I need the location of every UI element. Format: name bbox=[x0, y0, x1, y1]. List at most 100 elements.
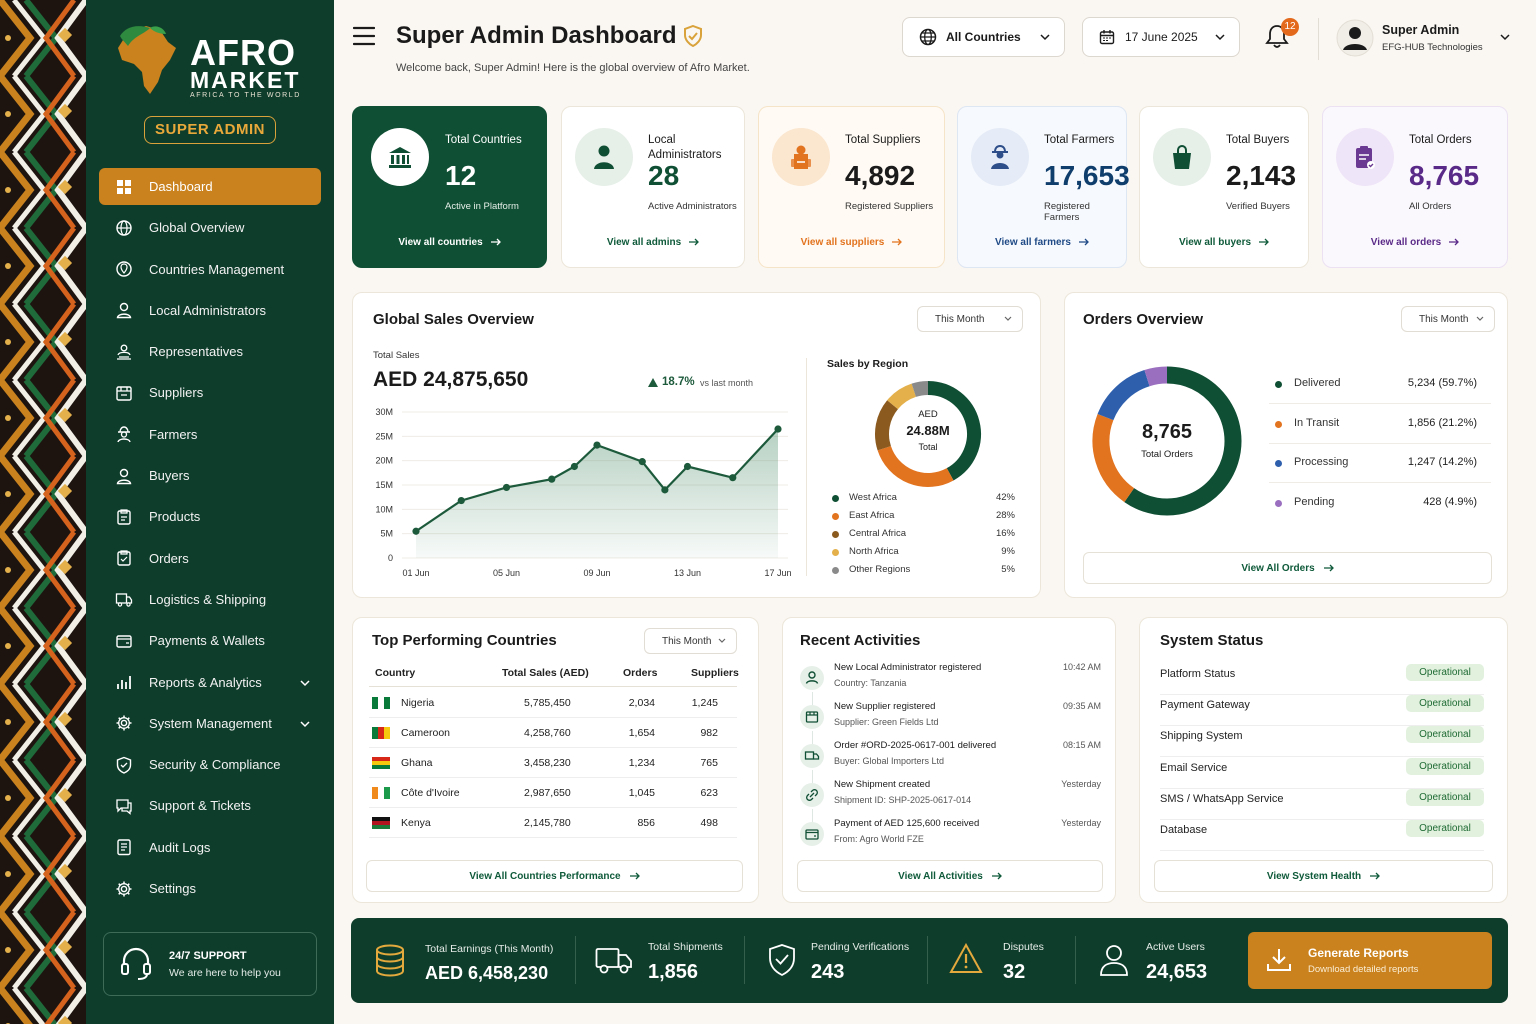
sidebar-item-local-administrators[interactable]: Local Administrators bbox=[99, 292, 321, 329]
donut-slice[interactable] bbox=[927, 381, 981, 481]
chat-icon bbox=[116, 799, 132, 815]
stat-link[interactable]: View all buyers bbox=[1140, 237, 1308, 248]
sidebar-item-global-overview[interactable]: Global Overview bbox=[99, 209, 321, 246]
stat-link[interactable]: View all countries bbox=[353, 237, 546, 248]
orders-legend-value: 1,247 (14.2%) bbox=[1407, 456, 1477, 468]
activity-item[interactable]: Payment of AED 125,600 received From: Agr… bbox=[797, 818, 1101, 857]
table-row[interactable]: Kenya 2,145,780 856 498 bbox=[369, 808, 737, 838]
stat-card-bank[interactable]: Total Countries 12 Active in Platform View … bbox=[352, 106, 547, 268]
activity-icon-circle bbox=[800, 666, 824, 690]
sidebar-item-security-and-compliance[interactable]: Security & Compliance bbox=[99, 746, 321, 783]
sidebar-item-farmers[interactable]: Farmers bbox=[99, 416, 321, 453]
date-picker[interactable]: 17 June 2025 bbox=[1082, 17, 1240, 57]
donut-slice[interactable] bbox=[1144, 366, 1168, 387]
sales-point[interactable] bbox=[593, 441, 601, 449]
flag-icon bbox=[372, 817, 390, 829]
donut-slice[interactable] bbox=[1124, 366, 1242, 516]
activity-item[interactable]: New Supplier registered Supplier: Green F… bbox=[797, 701, 1101, 744]
donut-slice[interactable] bbox=[877, 445, 954, 487]
total-sales-label: Total Sales bbox=[373, 350, 420, 361]
sales-point[interactable] bbox=[683, 462, 692, 471]
sidebar-item-payments-and-wallets[interactable]: Payments & Wallets bbox=[99, 622, 321, 659]
stat-link[interactable]: View all orders bbox=[1323, 237, 1507, 248]
user-name[interactable]: Super Admin bbox=[1382, 23, 1460, 37]
sidebar-item-dashboard[interactable]: Dashboard bbox=[99, 168, 321, 205]
table-row[interactable]: Nigeria 5,785,450 2,034 1,245 bbox=[369, 688, 737, 718]
activity-item[interactable]: Order #ORD-2025-0617-001 delivered Buyer:… bbox=[797, 740, 1101, 783]
sales-point[interactable] bbox=[638, 458, 646, 466]
donut-slice[interactable] bbox=[1097, 370, 1150, 421]
stat-card-shopping-bag[interactable]: Total Buyers 2,143 Verified Buyers View all… bbox=[1139, 106, 1309, 268]
view-countries-performance-button[interactable]: View All Countries Performance bbox=[366, 860, 743, 892]
sidebar-item-suppliers[interactable]: Suppliers bbox=[99, 374, 321, 411]
sidebar-item-representatives[interactable]: Representatives bbox=[99, 333, 321, 370]
arrow-right-icon bbox=[1259, 238, 1269, 246]
table-row[interactable]: Cameroon 4,258,760 1,654 982 bbox=[369, 718, 737, 748]
generate-reports-button[interactable]: Generate Reports Download detailed repor… bbox=[1248, 932, 1492, 989]
support-box[interactable]: 24/7 SUPPORT We are here to help you bbox=[103, 932, 317, 996]
stat-link[interactable]: View all farmers bbox=[958, 237, 1126, 248]
donut-slice[interactable] bbox=[875, 400, 899, 451]
sales-point[interactable] bbox=[502, 483, 511, 492]
cell-sales: 2,145,780 bbox=[524, 817, 571, 829]
sales-period-value: This Month bbox=[935, 313, 985, 325]
country-filter[interactable]: All Countries bbox=[902, 17, 1065, 57]
stat-link[interactable]: View all admins bbox=[562, 237, 744, 248]
orders-period-dropdown[interactable]: This Month bbox=[1401, 306, 1495, 332]
countries-period-dropdown[interactable]: This Month bbox=[644, 628, 737, 654]
view-system-health-button[interactable]: View System Health bbox=[1154, 860, 1493, 892]
stat-link[interactable]: View all suppliers bbox=[759, 237, 944, 248]
stat-card-supplier[interactable]: Total Suppliers 4,892 Registered Suppliers… bbox=[758, 106, 945, 268]
stat-card-admin-user[interactable]: Local Administrators 28 Active Administrat… bbox=[561, 106, 745, 268]
sidebar-item-system-management[interactable]: System Management bbox=[99, 705, 321, 742]
system-status-row: Email Service Operational bbox=[1160, 757, 1484, 789]
sales-point[interactable] bbox=[729, 474, 737, 482]
orders-total-label: Total Orders bbox=[1141, 449, 1193, 460]
sidebar-item-label: Audit Logs bbox=[149, 839, 211, 855]
stat-link-label: View all orders bbox=[1370, 237, 1442, 248]
activity-item[interactable]: New Shipment created Shipment ID: SHP-202… bbox=[797, 779, 1101, 822]
sales-point[interactable] bbox=[774, 425, 782, 433]
brand-logo[interactable] bbox=[116, 24, 316, 104]
sidebar-item-logistics-and-shipping[interactable]: Logistics & Shipping bbox=[99, 581, 321, 618]
avatar[interactable] bbox=[1336, 19, 1374, 57]
region-legend-value: 5% bbox=[1001, 564, 1015, 575]
menu-icon[interactable] bbox=[353, 26, 375, 46]
stat-card-farmer[interactable]: Total Farmers 17,653 Registered Farmers Vie… bbox=[957, 106, 1130, 268]
sales-point[interactable] bbox=[412, 527, 420, 535]
sidebar-item-reports-and-analytics[interactable]: Reports & Analytics bbox=[99, 664, 321, 701]
donut-slice[interactable] bbox=[1092, 414, 1135, 503]
stat-card-orders-clipboard[interactable]: Total Orders 8,765 All Orders View all orde… bbox=[1322, 106, 1508, 268]
sidebar-item-countries-management[interactable]: Countries Management bbox=[99, 251, 321, 288]
chevron-down-icon[interactable] bbox=[1500, 34, 1510, 41]
sidebar-item-settings[interactable]: Settings bbox=[99, 870, 321, 907]
sales-period-dropdown[interactable]: This Month bbox=[917, 306, 1023, 332]
view-all-orders-button[interactable]: View All Orders bbox=[1083, 552, 1492, 584]
legend-swatch bbox=[1275, 499, 1282, 507]
orders-period-value: This Month bbox=[1419, 313, 1469, 325]
sidebar-item-orders[interactable]: Orders bbox=[99, 540, 321, 577]
sidebar-item-label: Local Administrators bbox=[149, 302, 267, 318]
brand-name-line1: AFRO bbox=[190, 32, 296, 73]
sidebar-item-audit-logs[interactable]: Audit Logs bbox=[99, 829, 321, 866]
activity-item[interactable]: New Local Administrator registered Countr… bbox=[797, 662, 1101, 705]
table-row[interactable]: Ghana 3,458,230 1,234 765 bbox=[369, 748, 737, 778]
view-all-activities-button[interactable]: View All Activities bbox=[797, 860, 1103, 892]
stat-label: Total Countries bbox=[445, 134, 522, 146]
table-row[interactable]: Côte d'Ivoire 2,987,650 1,045 623 bbox=[369, 778, 737, 808]
sidebar-item-products[interactable]: Products bbox=[99, 498, 321, 535]
sidebar-item-support-and-tickets[interactable]: Support & Tickets bbox=[99, 787, 321, 824]
sidebar-item-buyers[interactable]: Buyers bbox=[99, 457, 321, 494]
sales-point[interactable] bbox=[661, 486, 669, 494]
donut-slice[interactable] bbox=[887, 383, 917, 410]
donut-slice[interactable] bbox=[911, 381, 929, 397]
stat-label: Total Orders bbox=[1409, 134, 1472, 146]
sales-point[interactable] bbox=[570, 462, 578, 471]
sales-line-chart: 0 5M 10M 15M 20M 25M 30M 01 Jun 05 Jun 09 Jun 13 J… bbox=[375, 407, 791, 578]
farmer-icon bbox=[991, 144, 1009, 169]
chevron-down-icon[interactable] bbox=[299, 677, 311, 689]
legend-divider bbox=[1269, 482, 1491, 483]
sales-point[interactable] bbox=[548, 475, 556, 483]
chevron-down-icon[interactable] bbox=[299, 718, 311, 730]
sales-point[interactable] bbox=[457, 496, 465, 505]
